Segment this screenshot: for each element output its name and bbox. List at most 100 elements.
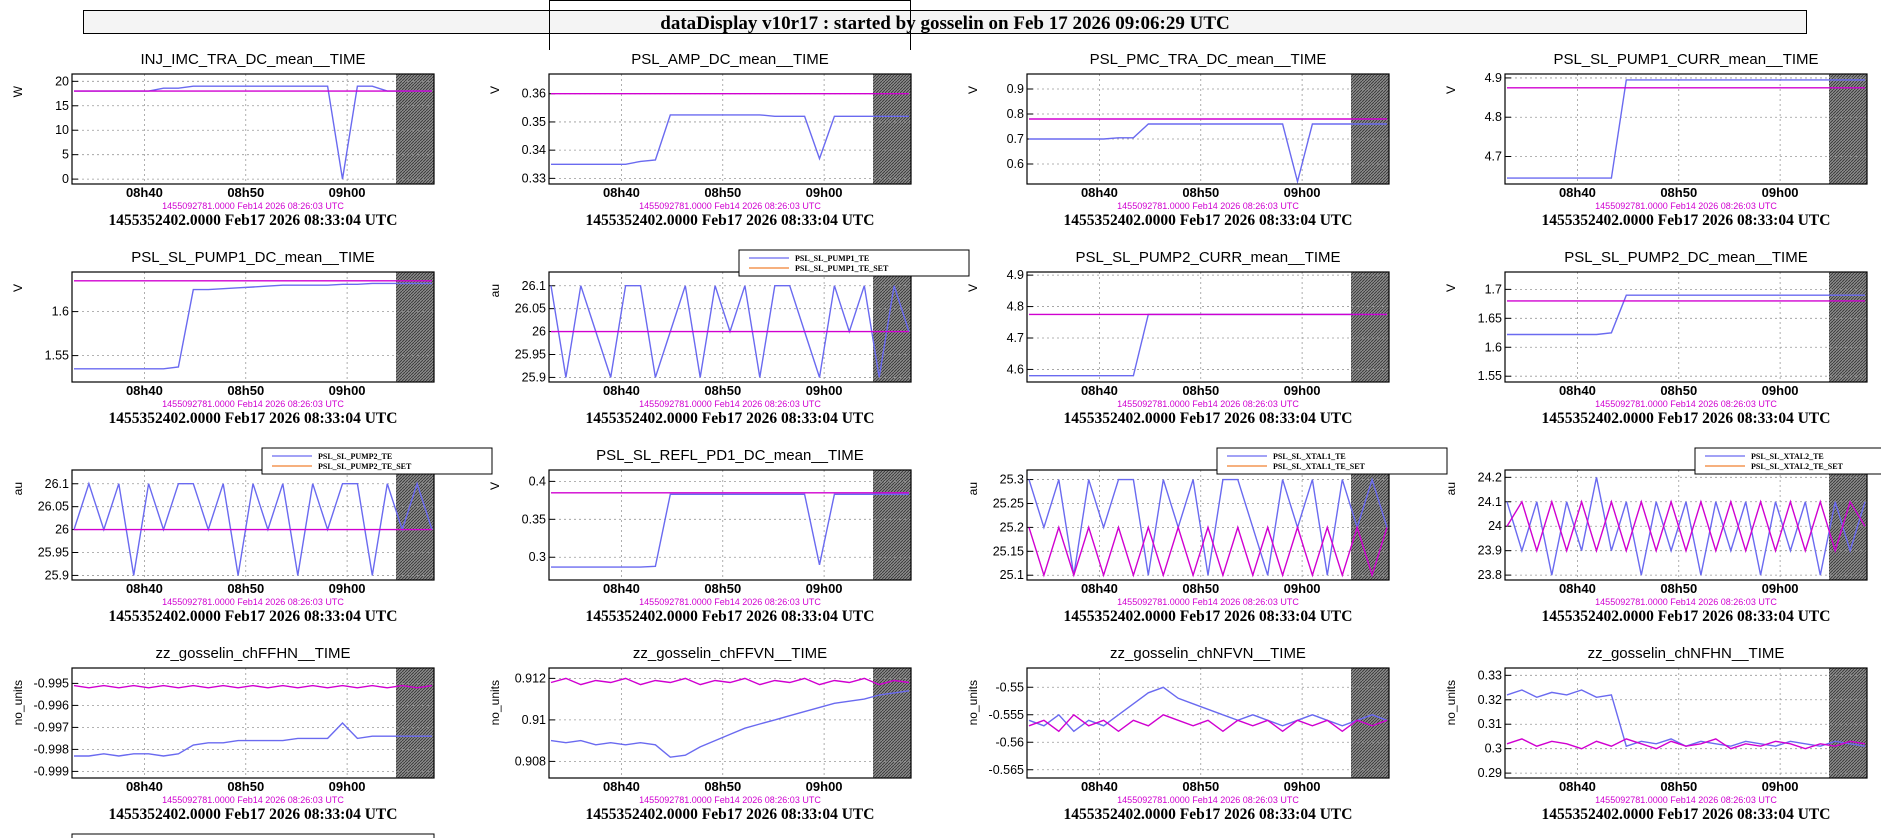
y-tick-label: 26.1 (45, 477, 69, 491)
start-time-stamp: 1455352402.0000 Feb17 2026 08:33:04 UTC (109, 212, 398, 229)
chart-title: PSL_SL_REFL_PD1_DC_mean__TIME (596, 447, 864, 464)
x-tick-label: 08h40 (126, 185, 163, 200)
y-tick-label: 0.6 (1007, 157, 1024, 171)
y-tick-label: -0.56 (996, 735, 1025, 749)
y-tick-label: 0.35 (522, 115, 546, 129)
y-tick-label: -0.555 (989, 708, 1024, 722)
x-tick-label: 09h00 (806, 383, 843, 398)
start-time-stamp: 1455352402.0000 Feb17 2026 08:33:04 UTC (1064, 410, 1353, 427)
chart-panel: PSL_SL_REFL_PD1_DC_mean__TIME 08h40 08h50 0… (488, 447, 912, 625)
y-axis-label: V (966, 284, 980, 292)
no-data-band (873, 272, 911, 382)
x-tick-label: 09h00 (1284, 383, 1321, 398)
x-tick-label: 09h00 (806, 185, 843, 200)
x-tick-label: 08h50 (227, 383, 264, 398)
y-tick-label: 26.05 (515, 302, 546, 316)
x-tick-label: 08h50 (227, 779, 264, 794)
series-line (1028, 477, 1388, 576)
no-data-band (396, 668, 434, 778)
y-tick-label: 4.8 (1007, 300, 1024, 314)
y-tick-label: -0.565 (989, 763, 1024, 777)
y-tick-label: 0.36 (522, 87, 546, 101)
start-time-stamp: 1455352402.0000 Feb17 2026 08:33:04 UTC (1542, 212, 1831, 229)
no-data-band (1351, 272, 1389, 382)
series-line (74, 721, 432, 757)
y-tick-label: 0.29 (1478, 766, 1502, 780)
x-tick-label: 08h50 (1660, 383, 1697, 398)
y-tick-label: 4.7 (1007, 331, 1024, 345)
start-time-stamp: 1455352402.0000 Feb17 2026 08:33:04 UTC (1542, 410, 1831, 427)
plot-area (1505, 470, 1867, 580)
y-tick-label: 25.95 (38, 546, 69, 560)
display-title: dataDisplay v10r17 : started by gosselin… (660, 13, 1230, 34)
reference-time: 1455092781.0000 Feb14 2026 08:26:03 UTC (1595, 399, 1777, 409)
legend-entry: PSL_SL_PUMP2_TE_SET (318, 462, 412, 471)
x-tick-label: 09h00 (1762, 581, 1799, 596)
chart-title: INJ_IMC_TRA_DC_mean__TIME (140, 51, 365, 68)
y-tick-label: 10 (55, 123, 69, 137)
legend-frame (1694, 447, 1881, 475)
reference-time: 1455092781.0000 Feb14 2026 08:26:03 UTC (162, 201, 344, 211)
reference-time: 1455092781.0000 Feb14 2026 08:26:03 UTC (1117, 597, 1299, 607)
y-tick-label: 0.8 (1007, 107, 1024, 121)
legend-entry: PSL_SL_XTAL2_TE_SET (1751, 462, 1844, 471)
y-tick-label: 0.7 (1007, 132, 1024, 146)
x-tick-label: 08h40 (1081, 581, 1118, 596)
y-axis-label: V (488, 482, 502, 490)
plot-frame (1504, 469, 1868, 581)
series-line (73, 481, 433, 576)
plot-frame (71, 667, 435, 779)
x-tick-label: 09h00 (329, 581, 366, 596)
no-data-band (396, 470, 434, 580)
reference-time: 1455092781.0000 Feb14 2026 08:26:03 UTC (639, 795, 821, 805)
plot-area (1505, 272, 1867, 382)
no-data-band (1829, 74, 1867, 184)
y-tick-label: 0 (62, 172, 69, 186)
x-tick-label: 08h40 (126, 383, 163, 398)
reference-time: 1455092781.0000 Feb14 2026 08:26:03 UTC (1117, 201, 1299, 211)
plot-frame (1026, 73, 1390, 185)
y-tick-label: -0.995 (34, 676, 69, 690)
series-line (1029, 123, 1387, 185)
plot-frame (71, 73, 435, 185)
start-time-stamp: 1455352402.0000 Feb17 2026 08:33:04 UTC (1542, 608, 1831, 625)
chart-panel: 08h40 08h50 09h00 25.3 25.25 25.2 25.15 25.1 au P… (966, 447, 1448, 625)
legend-entry: PSL_SL_XTAL2_TE (1751, 452, 1824, 461)
reference-time: 1455092781.0000 Feb14 2026 08:26:03 UTC (639, 597, 821, 607)
legend-entry: PSL_SL_XTAL1_TE_SET (1273, 462, 1366, 471)
plot-frame (548, 469, 912, 581)
chart-title: PSL_AMP_DC_mean__TIME (631, 51, 829, 68)
x-tick-label: 08h40 (1081, 185, 1118, 200)
start-time-stamp: 1455352402.0000 Feb17 2026 08:33:04 UTC (109, 806, 398, 823)
series-line (550, 677, 910, 686)
chart-panel: zz_gosselin_chFFVN__TIME 08h40 08h50 09h00 0… (488, 645, 912, 823)
plot-frame (548, 73, 912, 185)
x-tick-label: 08h50 (704, 779, 741, 794)
chart-panel: zz_gosselin_chNFVN__TIME 08h40 08h50 09h00 -… (966, 645, 1390, 823)
chart-panel: INJ_IMC_TRA_DC_mean__TIME 08h40 08h50 09h00… (11, 51, 435, 229)
x-tick-label: 08h50 (227, 581, 264, 596)
y-tick-label: 0.9 (1007, 82, 1024, 96)
plot-area (549, 74, 911, 184)
x-tick-label: 08h50 (1182, 383, 1219, 398)
extra-panel-frame (71, 833, 435, 838)
y-tick-label: -0.999 (34, 764, 69, 778)
plot-frame (1026, 469, 1390, 581)
x-tick-label: 09h00 (329, 185, 366, 200)
plot-area (1027, 272, 1389, 382)
chart-panel: 08h40 08h50 09h00 26.1 26.05 26 25.95 25.9 au PSL… (488, 249, 970, 427)
plot-frame (1504, 73, 1868, 185)
x-tick-label: 09h00 (1762, 383, 1799, 398)
chart-panel: PSL_AMP_DC_mean__TIME 08h40 08h50 09h00 0.36… (488, 51, 912, 229)
x-tick-label: 08h50 (1182, 185, 1219, 200)
chart-panel: 08h40 08h50 09h00 26.1 26.05 26 25.95 25.9 au PSL… (11, 447, 493, 625)
y-tick-label: 0.32 (1478, 693, 1502, 707)
chart-title: zz_gosselin_chFFHN__TIME (155, 645, 350, 662)
no-data-band (1829, 470, 1867, 580)
no-data-band (396, 74, 434, 184)
x-tick-label: 08h50 (704, 383, 741, 398)
reference-time: 1455092781.0000 Feb14 2026 08:26:03 UTC (639, 399, 821, 409)
chart-panel: PSL_SL_PUMP2_DC_mean__TIME 08h40 08h50 09h0… (1444, 249, 1868, 427)
no-data-band (1351, 668, 1389, 778)
